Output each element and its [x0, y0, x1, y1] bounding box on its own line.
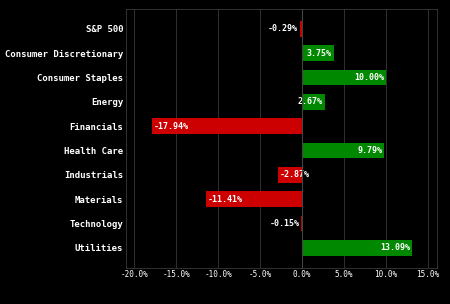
Text: -0.29%: -0.29%: [268, 24, 298, 33]
Text: -2.87%: -2.87%: [280, 170, 310, 179]
Text: 9.79%: 9.79%: [358, 146, 382, 155]
Text: 13.09%: 13.09%: [380, 244, 410, 252]
Text: -0.15%: -0.15%: [269, 219, 299, 228]
Text: -11.41%: -11.41%: [208, 195, 243, 204]
Bar: [152, 118, 302, 134]
Bar: [300, 21, 302, 37]
Text: 2.67%: 2.67%: [298, 97, 323, 106]
Bar: [301, 216, 302, 231]
Bar: [302, 143, 384, 158]
Bar: [278, 167, 302, 183]
Bar: [302, 45, 334, 61]
Bar: [207, 191, 302, 207]
Text: -17.94%: -17.94%: [153, 122, 189, 131]
Text: 10.00%: 10.00%: [355, 73, 384, 82]
Bar: [302, 240, 412, 256]
Text: 3.75%: 3.75%: [307, 49, 332, 58]
Bar: [302, 94, 324, 110]
Bar: [302, 70, 386, 85]
